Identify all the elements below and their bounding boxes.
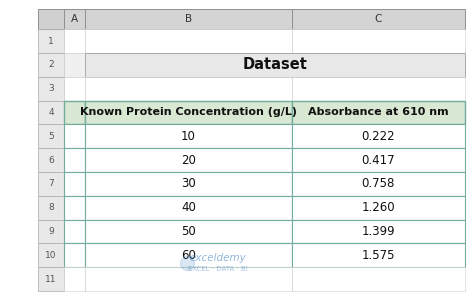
Bar (85, 101, 292, 124)
Text: Dataset: Dataset (243, 57, 307, 72)
Text: 2: 2 (48, 60, 54, 69)
Text: 40: 40 (181, 201, 196, 214)
Bar (292, 196, 465, 219)
Bar (292, 219, 465, 244)
Bar (64, 172, 85, 196)
Bar (64, 9, 85, 29)
Text: 50: 50 (181, 225, 196, 238)
Bar (38, 53, 64, 77)
Text: C: C (374, 14, 382, 24)
Text: 0.222: 0.222 (361, 130, 395, 143)
Bar (85, 219, 292, 244)
Text: 1.575: 1.575 (361, 249, 395, 262)
Bar (64, 148, 85, 172)
Bar (292, 101, 465, 124)
Bar (85, 9, 292, 29)
Bar (85, 29, 292, 53)
Bar (64, 77, 85, 101)
Text: 10: 10 (45, 251, 57, 260)
Text: 1.260: 1.260 (361, 201, 395, 214)
Bar (85, 267, 292, 291)
Bar (64, 29, 85, 53)
Text: Absorbance at 610 nm: Absorbance at 610 nm (308, 108, 448, 117)
Bar (85, 196, 292, 219)
Text: EXCEL · DATA · BI: EXCEL · DATA · BI (188, 266, 247, 272)
Bar (64, 101, 85, 124)
Text: 7: 7 (48, 179, 54, 188)
Bar (292, 267, 465, 291)
Text: Known Protein Concentration (g/L): Known Protein Concentration (g/L) (80, 108, 297, 117)
Text: 0.758: 0.758 (361, 177, 395, 190)
Bar (38, 9, 64, 29)
Bar (38, 244, 64, 267)
Bar (85, 148, 292, 172)
Text: 30: 30 (181, 177, 196, 190)
Bar (38, 29, 64, 53)
Bar (38, 148, 64, 172)
Bar (38, 101, 64, 124)
Bar (292, 29, 465, 53)
Text: 5: 5 (48, 132, 54, 141)
Bar (292, 77, 465, 101)
Bar (64, 53, 85, 77)
Bar (38, 172, 64, 196)
Bar (64, 196, 85, 219)
Bar (292, 148, 465, 172)
Bar (292, 244, 465, 267)
Bar (85, 77, 292, 101)
Bar (292, 9, 465, 29)
Text: B: B (185, 14, 192, 24)
Text: 10: 10 (181, 130, 196, 143)
Text: 8: 8 (48, 203, 54, 212)
Bar (38, 219, 64, 244)
Bar (292, 124, 465, 148)
Bar (85, 124, 292, 148)
Text: 6: 6 (48, 156, 54, 165)
Bar (38, 77, 64, 101)
Bar (64, 267, 85, 291)
Text: 9: 9 (48, 227, 54, 236)
Text: 20: 20 (181, 154, 196, 167)
Bar (38, 124, 64, 148)
Bar (38, 196, 64, 219)
Text: 11: 11 (45, 275, 57, 284)
Bar (38, 267, 64, 291)
Text: 3: 3 (48, 84, 54, 93)
Text: 4: 4 (48, 108, 54, 117)
Bar (85, 53, 465, 77)
Text: 1.399: 1.399 (361, 225, 395, 238)
Bar (64, 244, 85, 267)
Text: 1: 1 (48, 37, 54, 45)
Text: A: A (71, 14, 78, 24)
Bar (292, 172, 465, 196)
Bar (85, 244, 292, 267)
Text: 0.417: 0.417 (361, 154, 395, 167)
Bar (85, 172, 292, 196)
Text: 60: 60 (181, 249, 196, 262)
Text: exceldemy: exceldemy (189, 253, 246, 263)
Bar (64, 219, 85, 244)
Bar (64, 124, 85, 148)
